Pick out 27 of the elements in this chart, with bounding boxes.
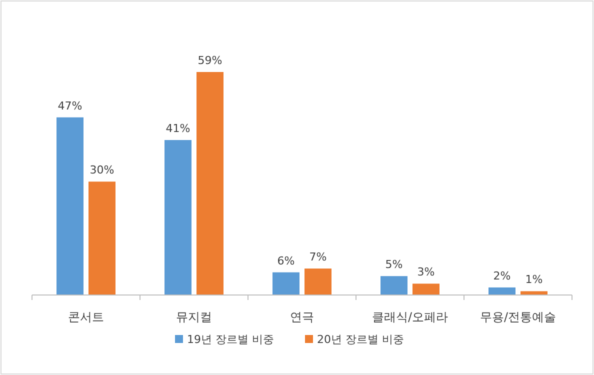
bar [164, 140, 192, 295]
data-label: 7% [309, 250, 327, 264]
legend-label: 19년 장르별 비중 [187, 333, 274, 346]
bar [88, 182, 116, 295]
bar [272, 272, 300, 295]
data-label: 1% [525, 273, 543, 286]
data-label: 59% [198, 54, 222, 67]
legend-label: 20년 장르별 비중 [317, 333, 404, 346]
bar [304, 268, 332, 295]
bar [488, 287, 516, 295]
bar [196, 72, 224, 295]
data-label: 5% [385, 258, 403, 272]
bar [56, 117, 84, 295]
data-label: 47% [58, 99, 82, 112]
bar [520, 291, 548, 295]
data-label: 6% [277, 254, 295, 268]
x-tick-label: 콘서트 [68, 310, 104, 324]
x-tick-label: 연극 [290, 310, 314, 324]
x-tick-label: 뮤지컬 [176, 310, 212, 324]
data-label: 2% [493, 269, 511, 282]
data-label: 41% [166, 122, 190, 136]
x-tick-label: 무용/전통예술 [480, 310, 556, 324]
data-label: 3% [417, 266, 435, 279]
data-label: 30% [90, 164, 114, 177]
bar [412, 284, 440, 295]
x-tick-label: 클래식/오페라 [372, 310, 448, 324]
bar [380, 276, 408, 295]
